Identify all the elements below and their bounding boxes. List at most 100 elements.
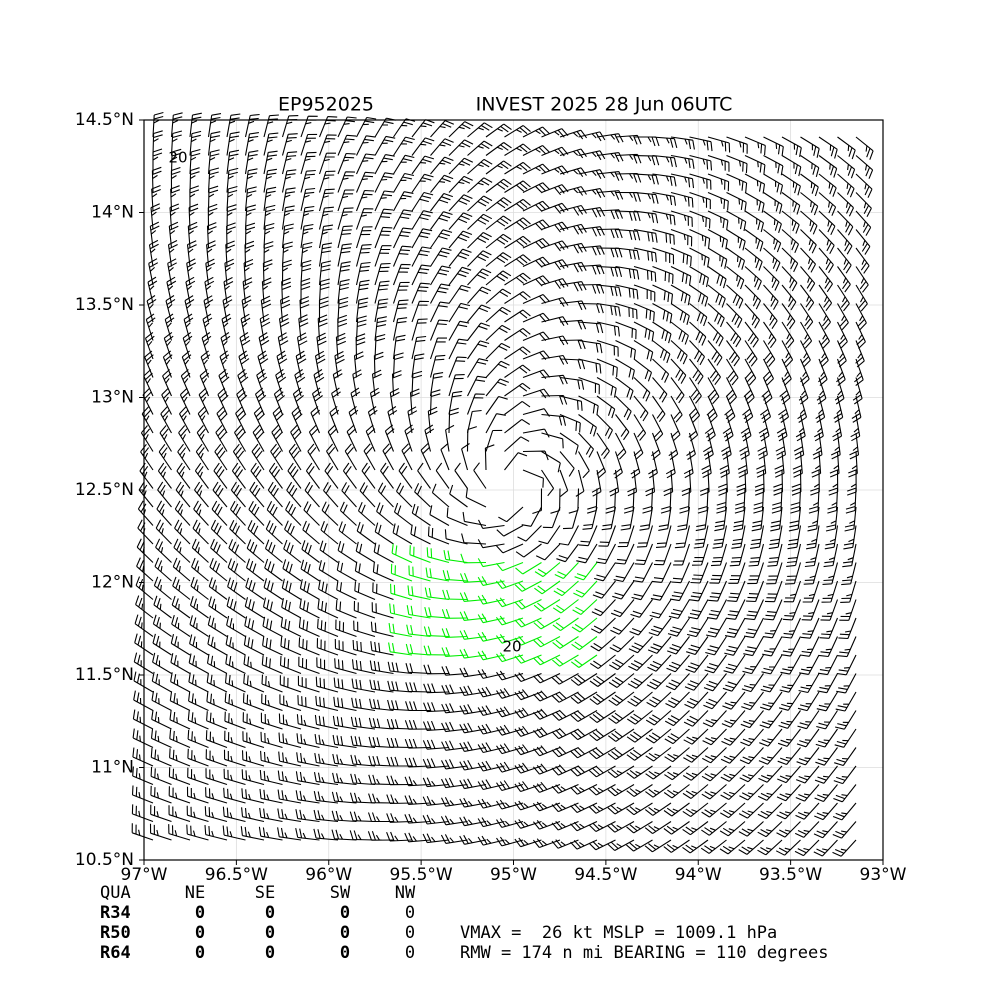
wind-barb — [377, 482, 394, 508]
wind-barb — [818, 636, 838, 658]
wind-barb — [811, 451, 822, 478]
wind-barb — [627, 710, 653, 725]
wind-barb — [737, 451, 749, 478]
wind-barb — [664, 728, 690, 745]
wind-barb — [435, 462, 450, 489]
wind-barb — [663, 784, 690, 799]
wind-barb — [247, 520, 265, 545]
title-right: INVEST 2025 28 Jun 06UTC — [476, 94, 733, 116]
wind-barb — [189, 596, 209, 619]
wind-barb — [223, 277, 234, 304]
wind-barb — [144, 331, 155, 360]
wind-barb — [265, 520, 283, 545]
wind-barb — [551, 691, 579, 703]
wind-barb — [485, 160, 512, 175]
storm-info: VMAX = 26 kt MSLP = 1009.1 hPa — [460, 923, 777, 943]
wind-barb — [710, 543, 728, 567]
wind-barb — [837, 636, 857, 658]
wind-barb — [350, 754, 376, 767]
wind-barb — [726, 321, 742, 348]
wind-barb — [350, 387, 361, 415]
wind-barb — [188, 203, 199, 230]
wind-barb — [215, 425, 228, 452]
wind-barb — [207, 149, 220, 175]
wind-barb — [204, 806, 228, 823]
wind-barb — [441, 628, 468, 638]
wind-barb — [686, 636, 709, 656]
wind-barb — [229, 519, 246, 545]
wind-barb — [808, 488, 820, 514]
wind-barb — [441, 796, 468, 807]
wind-barb — [386, 794, 413, 805]
wind-barb — [734, 488, 746, 514]
wind-barb — [160, 406, 172, 434]
wind-barb — [763, 284, 779, 310]
wind-barb — [359, 482, 376, 508]
wind-barb — [441, 759, 468, 770]
wind-barb — [244, 597, 265, 619]
wind-barb — [517, 525, 542, 542]
wind-barb — [188, 672, 209, 693]
wind-barb — [626, 839, 653, 852]
wind-barb — [836, 340, 847, 368]
wind-barb — [615, 134, 642, 145]
wind-barb — [266, 501, 283, 526]
wind-barb — [146, 295, 157, 323]
wind-barb — [170, 148, 182, 175]
wind-barb — [371, 602, 394, 619]
wind-barb — [393, 502, 413, 526]
wind-barb — [800, 136, 820, 158]
wind-barb — [352, 369, 363, 397]
wind-barb — [251, 443, 265, 471]
wind-barb — [459, 778, 487, 790]
wind-barb — [448, 302, 471, 323]
wind-barb — [341, 482, 357, 508]
wind-barb — [570, 784, 598, 795]
wind-barb — [138, 481, 154, 508]
wind-barb — [645, 765, 672, 780]
wind-barb — [423, 683, 450, 694]
wind-barb — [460, 553, 487, 564]
wind-barb — [281, 241, 293, 267]
wind-barb — [186, 258, 197, 286]
wind-barb — [199, 369, 210, 397]
wind-barb — [587, 488, 598, 514]
wind-barb — [477, 760, 505, 772]
wind-barb — [633, 340, 654, 362]
wind-barb — [356, 135, 376, 156]
wind-barb — [786, 543, 802, 567]
wind-barb — [724, 636, 746, 656]
wind-barb — [630, 451, 641, 479]
wind-barb — [559, 204, 587, 216]
wind-barb — [284, 520, 302, 545]
wind-barb — [226, 204, 237, 230]
wind-barb — [477, 594, 505, 605]
wind-barb — [169, 691, 191, 711]
wind-barb — [150, 785, 172, 804]
wind-barb — [608, 710, 635, 724]
wind-barb — [194, 462, 209, 489]
wind-barb — [391, 543, 413, 563]
wind-barb — [245, 558, 265, 582]
wind-barb — [575, 469, 585, 497]
wind-barb — [578, 302, 604, 314]
wind-barb — [243, 635, 265, 656]
wind-barb — [551, 764, 579, 776]
wind-barb — [652, 284, 674, 304]
wind-barb — [225, 240, 236, 267]
wind-barb — [533, 617, 561, 630]
wind-barb — [832, 414, 843, 442]
wind-barb — [311, 387, 323, 415]
wind-barb — [186, 240, 197, 267]
wind-barb — [335, 332, 347, 360]
wind-barb — [226, 131, 240, 156]
wind-barb — [683, 728, 709, 745]
wind-barb — [355, 226, 373, 249]
wind-barb — [782, 599, 802, 621]
wind-barb — [504, 382, 531, 397]
wind-barb — [855, 266, 869, 293]
wind-barb — [578, 376, 600, 395]
y-tick-label: 13°N — [91, 388, 134, 408]
wind-barb — [596, 265, 623, 278]
wind-barb — [767, 543, 783, 567]
